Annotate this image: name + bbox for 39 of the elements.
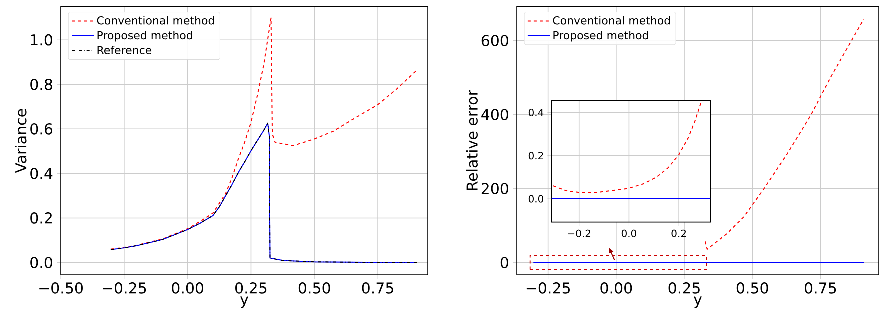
y-tick-label: 0.0 xyxy=(528,195,544,203)
x-tick-label: 0.2 xyxy=(672,230,686,238)
y-tick-label: 0.2 xyxy=(30,212,52,224)
y-tick-label: 0.8 xyxy=(30,78,52,90)
y-tick-label: 1.0 xyxy=(31,34,52,46)
x-tick-label: −0.25 xyxy=(103,282,146,294)
legend-label: Proposed method xyxy=(554,31,648,42)
x-tick-label: 0.00 xyxy=(600,282,632,294)
y-tick-label: 0.4 xyxy=(528,108,544,117)
legend-label: Reference xyxy=(98,46,152,54)
x-tick-label: 0.00 xyxy=(172,282,204,294)
x-axis-title: y xyxy=(694,296,702,308)
y-axis-title: Variance xyxy=(15,109,27,174)
x-tick-label: −0.2 xyxy=(568,230,591,238)
y-tick-label: 0.6 xyxy=(30,123,53,135)
x-axis-title: y xyxy=(240,296,248,308)
x-tick-label: 0.75 xyxy=(805,282,836,294)
line-series xyxy=(552,101,702,194)
line-series xyxy=(704,18,865,250)
x-tick-label: 0.25 xyxy=(668,282,700,294)
y-tick-label: 0.4 xyxy=(30,168,53,180)
legend-label: Conventional method xyxy=(553,16,670,25)
line-series xyxy=(110,122,418,264)
x-tick-label: 0.0 xyxy=(622,230,637,238)
y-tick-label: 0.2 xyxy=(528,152,544,160)
y-tick-label: 0.0 xyxy=(30,257,52,268)
y-tick-label: 0 xyxy=(500,257,508,268)
x-tick-label: 0.75 xyxy=(362,282,394,294)
x-tick-label: 0.50 xyxy=(736,282,768,294)
x-tick-label: −0.25 xyxy=(526,282,570,294)
y-tick-label: 400 xyxy=(482,109,508,120)
legend-label: Proposed method xyxy=(98,31,192,42)
x-tick-label: −0.50 xyxy=(40,282,83,294)
y-axis-title: Relative error xyxy=(466,90,478,190)
x-tick-label: 0.25 xyxy=(236,282,267,294)
y-tick-label: 200 xyxy=(482,183,508,194)
legend-label: Conventional method xyxy=(97,16,214,25)
y-tick-label: 600 xyxy=(482,35,508,46)
x-tick-label: 0.50 xyxy=(298,282,330,294)
